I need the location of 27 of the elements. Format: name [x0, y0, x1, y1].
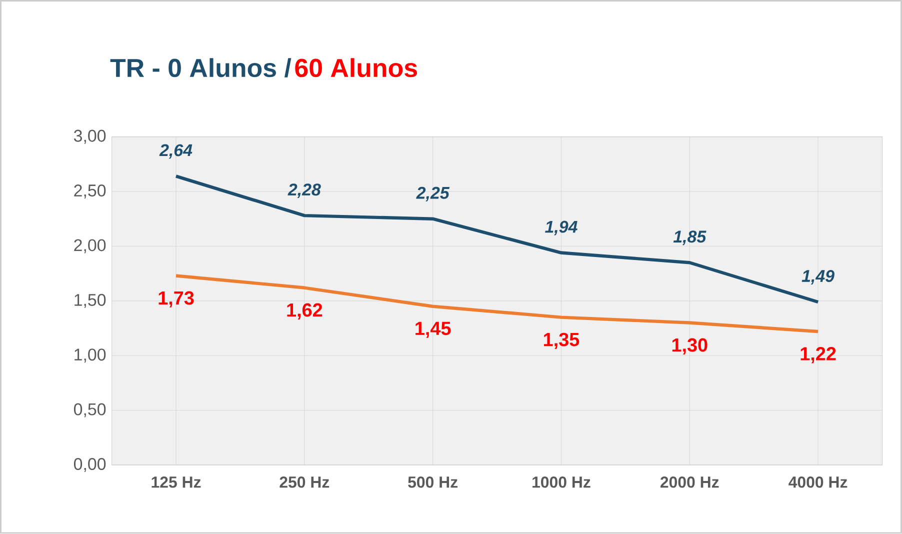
x-tick-label: 250 Hz — [280, 476, 330, 488]
data-label: 1,35 — [544, 332, 580, 350]
x-tick-label: 125 Hz — [152, 476, 201, 488]
data-label: 1,62 — [287, 303, 322, 320]
data-label: 2,28 — [288, 184, 321, 198]
x-tick-label: 500 Hz — [408, 476, 458, 488]
data-label: 2,64 — [159, 144, 192, 159]
y-tick-label: 1,00 — [74, 348, 106, 363]
data-label: 1,30 — [672, 338, 708, 355]
data-label: 1,73 — [158, 291, 194, 308]
y-tick-label: 3,00 — [74, 130, 106, 144]
x-tick-label: 1000 Hz — [532, 476, 590, 488]
y-tick-label: 0,50 — [74, 403, 106, 418]
text: 60 Alunos — [295, 58, 417, 78]
data-label: 1,45 — [416, 322, 451, 338]
data-label: 1,22 — [800, 347, 836, 364]
data-label: 1,85 — [673, 230, 706, 246]
y-tick-label: 0,00 — [74, 458, 106, 472]
y-tick-label: 2,50 — [74, 184, 106, 199]
data-label: 1,49 — [802, 270, 834, 285]
data-label: 1,94 — [545, 220, 578, 236]
chart-title: TR - 0 Alunos / — [110, 58, 292, 78]
y-tick-label: 1,50 — [74, 294, 106, 308]
y-tick-label: 2,00 — [74, 239, 106, 254]
x-tick-label: 4000 Hz — [788, 476, 848, 488]
data-label: 2,25 — [416, 186, 450, 202]
x-tick-label: 2000 Hz — [660, 476, 719, 488]
